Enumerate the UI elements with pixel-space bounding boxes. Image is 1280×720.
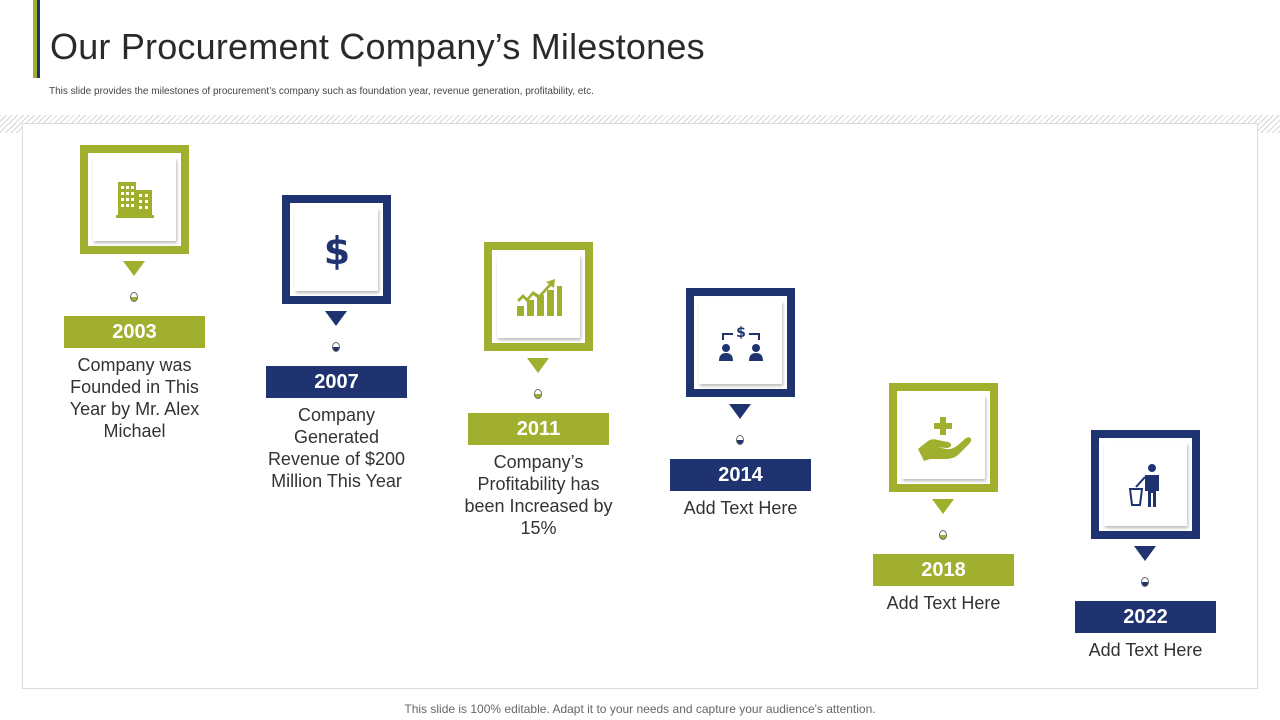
content-panel <box>22 123 1258 689</box>
person-trash-icon <box>1128 463 1164 507</box>
icon-frame <box>80 145 189 254</box>
milestone-description: Company was Founded in This Year by Mr. … <box>69 355 200 441</box>
pointer-triangle <box>932 499 954 514</box>
timeline-dot <box>332 342 340 352</box>
dollar-icon: $ <box>322 228 352 272</box>
year-label: 2018 <box>873 554 1014 586</box>
page-title: Our Procurement Company’s Milestones <box>50 26 705 67</box>
money-transfer-icon: $ <box>717 324 765 362</box>
year-label: 2022 <box>1075 601 1216 633</box>
timeline-dot <box>1141 577 1149 587</box>
icon-frame: $ <box>686 288 795 397</box>
year-label: 2007 <box>266 366 407 398</box>
timeline-dot <box>736 435 744 445</box>
pointer-triangle <box>123 261 145 276</box>
page-subtitle: This slide provides the milestones of pr… <box>49 86 594 97</box>
year-label: 2014 <box>670 459 811 491</box>
milestone-description: Add Text Here <box>1088 640 1203 660</box>
year-label: 2003 <box>64 316 205 348</box>
year-label: 2011 <box>468 413 609 445</box>
milestone-description: Add Text Here <box>683 498 798 518</box>
timeline-dot <box>534 389 542 399</box>
milestone-description: Company Generated Revenue of $200 Millio… <box>267 405 406 491</box>
icon-frame <box>484 242 593 351</box>
timeline-dot <box>130 292 138 302</box>
pointer-triangle <box>527 358 549 373</box>
svg-text:$: $ <box>323 229 349 272</box>
pointer-triangle <box>729 404 751 419</box>
milestone-description: Add Text Here <box>886 593 1001 613</box>
footer-note: This slide is 100% editable. Adapt it to… <box>404 702 876 716</box>
pointer-triangle <box>325 311 347 326</box>
growth-chart-icon <box>515 278 563 316</box>
icon-frame: $ <box>282 195 391 304</box>
timeline-dot <box>939 530 947 540</box>
building-icon <box>115 181 154 218</box>
icon-frame <box>1091 430 1200 539</box>
title-accent-bar <box>33 0 40 78</box>
milestone-description: Company’s Profitability has been Increas… <box>464 452 613 538</box>
svg-text:$: $ <box>736 325 746 341</box>
hand-plus-icon <box>916 415 972 461</box>
icon-frame <box>889 383 998 492</box>
pointer-triangle <box>1134 546 1156 561</box>
